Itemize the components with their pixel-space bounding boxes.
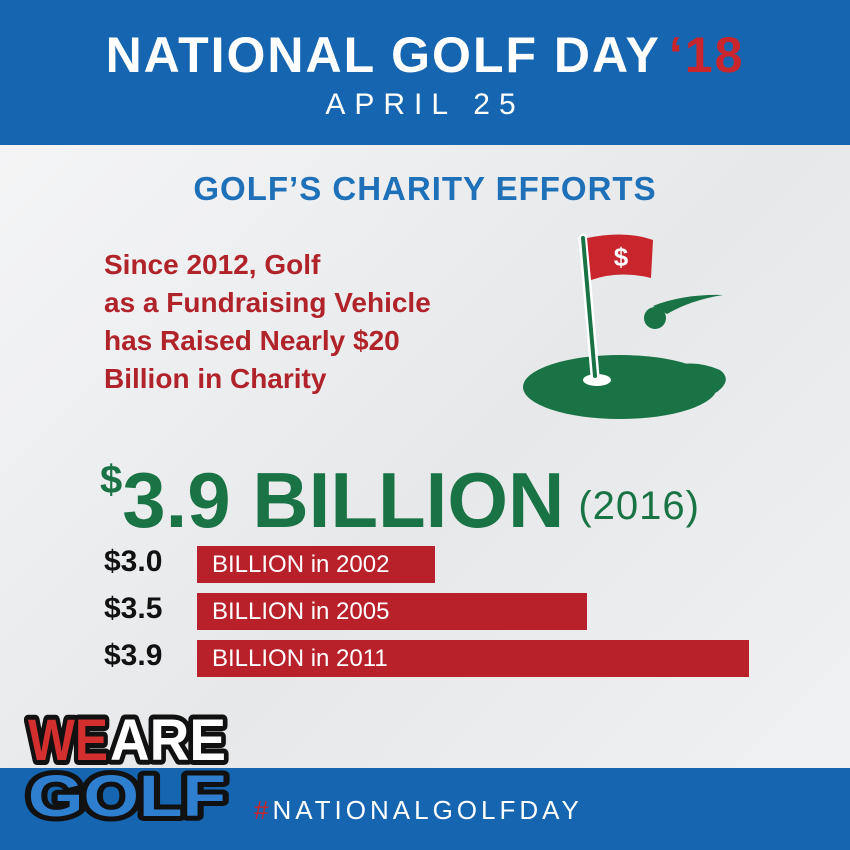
blurb-line: has Raised Nearly $20 [104, 325, 400, 356]
section-title: GOLF’S CHARITY EFFORTS [193, 170, 657, 207]
event-date: APRIL 25 [325, 88, 525, 121]
flag-banner [587, 234, 653, 280]
logo-golf: GOLF [28, 764, 226, 826]
bar-value: $3.0 [104, 545, 163, 578]
highlight-currency: $ [100, 458, 123, 502]
golf-ball-icon [644, 307, 666, 329]
highlight-stat: $3.9 BILLION (2016) [100, 455, 700, 546]
footer-band [0, 768, 850, 850]
dollar-sign: $ [614, 242, 629, 272]
golf-flag-icon: $ [523, 233, 726, 419]
logo-we: WE [28, 708, 108, 773]
title-text: NATIONAL GOLF DAY [105, 27, 661, 83]
highlight-year: (2016) [578, 484, 700, 528]
highlight-amount: 3.9 BILLION [122, 456, 565, 544]
page-title: NATIONAL GOLF DAY ‘18 [0, 26, 850, 84]
we-are-golf-logo: WE ARE GOLF [24, 706, 231, 826]
motion-streak [653, 294, 723, 314]
bar [197, 546, 435, 583]
charity-blurb: Since 2012, Golf as a Fundraising Vehicl… [104, 246, 524, 398]
bar-value: $3.5 [104, 592, 163, 625]
bar [197, 593, 587, 630]
header-band [0, 0, 850, 145]
blurb-line: Billion in Charity [104, 363, 327, 394]
bar-label: BILLION in 2011 [212, 645, 388, 672]
title-year: ‘18 [668, 27, 745, 83]
bar-value: $3.9 [104, 639, 163, 672]
blurb-line: Since 2012, Golf [104, 249, 321, 280]
bar [197, 640, 749, 677]
logo-are: ARE [110, 708, 226, 773]
hashtag: #NATIONALGOLFDAY [254, 795, 583, 826]
hash-symbol: # [254, 795, 273, 825]
bar-label: BILLION in 2002 [212, 551, 390, 578]
blurb-line: as a Fundraising Vehicle [104, 287, 431, 318]
hashtag-text: NATIONALGOLFDAY [272, 795, 583, 825]
bar-label: BILLION in 2005 [212, 598, 390, 625]
